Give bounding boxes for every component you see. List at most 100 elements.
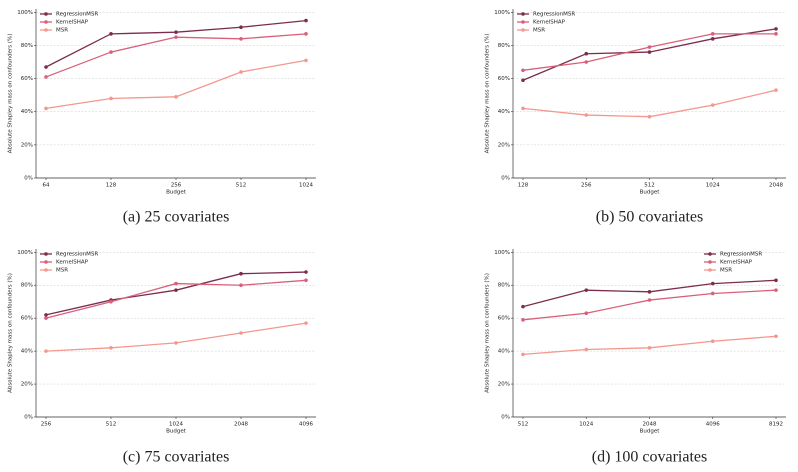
point <box>239 271 243 276</box>
point <box>584 51 589 56</box>
legend-marker <box>521 20 525 24</box>
x-tick-label: 64 <box>43 183 50 189</box>
point <box>174 288 178 292</box>
x-tick-label: 512 <box>518 422 529 428</box>
point <box>304 58 308 63</box>
y-tick-label: 40% <box>21 349 33 355</box>
point <box>304 18 308 23</box>
series-line <box>45 59 307 110</box>
legend-marker <box>44 28 48 32</box>
y-axis-label: Absolute Shapley mass on confounders (%) <box>485 273 491 393</box>
point <box>174 35 178 39</box>
y-tick-label: 80% <box>21 43 33 49</box>
x-tick-label: 8192 <box>769 422 783 428</box>
point <box>521 352 525 357</box>
x-tick-label: 1024 <box>579 422 593 428</box>
y-tick-label: 60% <box>21 76 33 82</box>
legend-marker <box>44 12 48 16</box>
point <box>239 70 243 74</box>
point <box>239 283 243 288</box>
legend-label: MSR <box>56 268 68 274</box>
x-tick-label: 1024 <box>299 183 313 189</box>
point <box>774 27 778 31</box>
y-tick-label: 60% <box>498 76 510 82</box>
legend-label: KernelSHAP <box>56 260 89 266</box>
y-tick-label: 40% <box>21 109 33 115</box>
point <box>44 75 48 79</box>
point <box>304 321 308 325</box>
y-tick-label: 60% <box>498 316 510 322</box>
point <box>710 103 715 107</box>
point <box>304 278 308 283</box>
point <box>647 346 652 350</box>
point <box>584 60 589 64</box>
y-tick-label: 40% <box>498 349 510 355</box>
x-axis-label: Budget <box>166 429 187 435</box>
series-line <box>522 335 777 356</box>
point <box>44 106 48 111</box>
x-tick-label: 256 <box>171 183 182 189</box>
point <box>521 78 525 83</box>
point <box>304 270 308 274</box>
point <box>584 311 589 316</box>
y-tick-label: 40% <box>498 109 510 115</box>
point <box>44 316 48 320</box>
point <box>774 278 778 283</box>
point <box>774 32 778 36</box>
x-tick-label: 4096 <box>299 422 313 428</box>
series-line <box>522 89 777 118</box>
caption: (b) 50 covariates <box>596 209 704 226</box>
series-line <box>522 28 777 81</box>
caption: (c) 75 covariates <box>123 449 230 466</box>
point <box>647 114 652 119</box>
point <box>521 106 525 111</box>
legend-label: RegressionMSR <box>533 12 575 18</box>
y-tick-label: 60% <box>21 316 33 322</box>
point <box>584 288 589 292</box>
point <box>174 341 178 345</box>
legend-marker <box>708 268 712 272</box>
x-tick-label: 2048 <box>769 183 783 189</box>
point <box>109 32 113 36</box>
x-tick-label: 128 <box>106 183 117 189</box>
point <box>109 346 113 350</box>
legend-marker <box>708 252 712 256</box>
legend-label: RegressionMSR <box>56 252 98 258</box>
point <box>774 334 778 339</box>
x-tick-label: 512 <box>644 183 655 189</box>
x-tick-label: 1024 <box>169 422 183 428</box>
x-tick-label: 1024 <box>706 183 720 189</box>
y-tick-label: 100% <box>494 10 510 16</box>
point <box>647 290 652 294</box>
y-tick-label: 0% <box>24 176 33 182</box>
point <box>304 32 308 36</box>
point <box>710 339 715 344</box>
legend-label: RegressionMSR <box>720 252 762 258</box>
y-tick-label: 20% <box>498 382 510 388</box>
series-line <box>45 19 307 68</box>
y-tick-label: 20% <box>21 382 33 388</box>
point <box>521 68 525 73</box>
point <box>239 25 243 30</box>
legend-marker <box>44 268 48 272</box>
series-line <box>45 33 307 78</box>
legend-label: KernelSHAP <box>533 20 566 26</box>
x-axis-label: Budget <box>166 190 187 196</box>
y-tick-label: 20% <box>21 142 33 148</box>
point <box>647 50 652 54</box>
y-tick-label: 20% <box>498 142 510 148</box>
point <box>774 288 778 292</box>
point <box>109 96 113 101</box>
y-axis-label: Absolute Shapley mass on confounders (%) <box>485 34 491 154</box>
point <box>109 299 113 304</box>
x-tick-label: 256 <box>581 183 592 189</box>
point <box>239 331 243 335</box>
point <box>174 281 178 286</box>
point <box>647 298 652 302</box>
point <box>44 313 48 317</box>
point <box>647 45 652 49</box>
legend-label: MSR <box>720 268 732 274</box>
y-tick-label: 0% <box>501 176 510 182</box>
legend-marker <box>521 28 525 32</box>
